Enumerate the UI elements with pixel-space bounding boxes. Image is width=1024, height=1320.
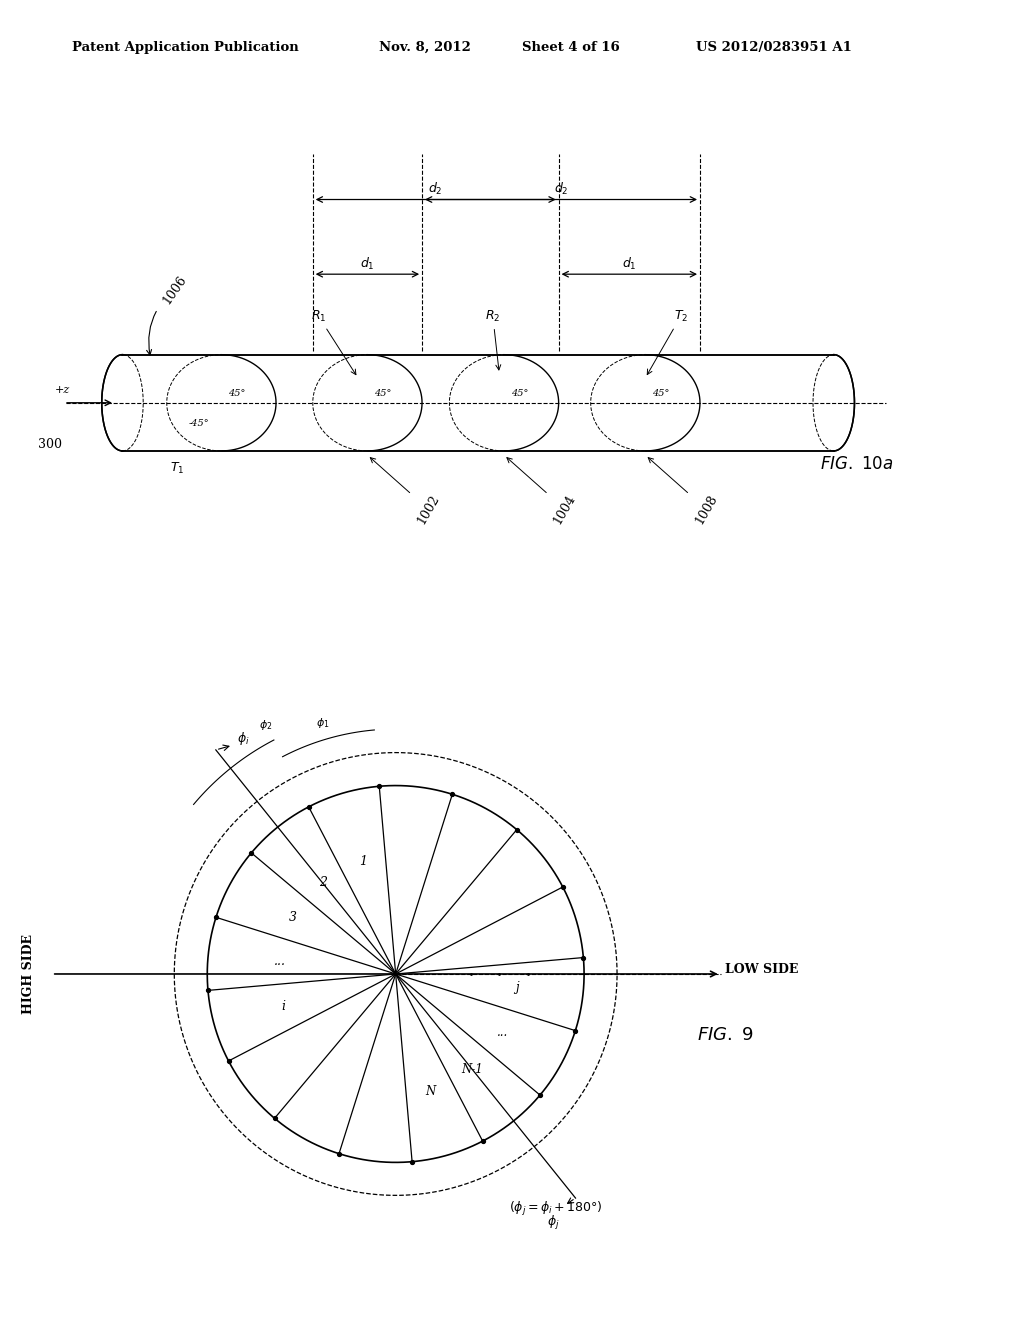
- Text: -45°: -45°: [188, 418, 209, 428]
- Text: j: j: [516, 981, 519, 994]
- Text: 300: 300: [38, 438, 61, 451]
- Text: $T_2$: $T_2$: [647, 309, 688, 375]
- Text: $d_1$: $d_1$: [622, 256, 637, 272]
- Text: $\phi_1$: $\phi_1$: [315, 715, 329, 730]
- Text: US 2012/0283951 A1: US 2012/0283951 A1: [696, 41, 852, 54]
- Text: Nov. 8, 2012: Nov. 8, 2012: [379, 41, 471, 54]
- Text: $\phi_j$: $\phi_j$: [547, 1214, 560, 1233]
- Text: $(\phi_j=\phi_i+180°)$: $(\phi_j=\phi_i+180°)$: [509, 1200, 602, 1218]
- Text: LOW SIDE: LOW SIDE: [725, 962, 799, 975]
- Text: $FIG.\ 9$: $FIG.\ 9$: [697, 1026, 754, 1044]
- Text: HIGH SIDE: HIGH SIDE: [22, 935, 35, 1014]
- Text: $\phi_2$: $\phi_2$: [259, 718, 272, 733]
- Text: 45°: 45°: [228, 389, 246, 399]
- Text: i: i: [282, 1001, 286, 1014]
- Text: ...: ...: [498, 1027, 509, 1039]
- Text: $T_1$: $T_1$: [170, 461, 184, 475]
- Text: Patent Application Publication: Patent Application Publication: [72, 41, 298, 54]
- Text: $R_1$: $R_1$: [311, 309, 356, 375]
- Text: $d_2$: $d_2$: [428, 181, 443, 197]
- Text: 1004: 1004: [507, 458, 579, 527]
- Text: 1002: 1002: [371, 458, 441, 527]
- Text: 2: 2: [318, 876, 327, 890]
- Text: N-1: N-1: [462, 1063, 483, 1076]
- Text: Sheet 4 of 16: Sheet 4 of 16: [522, 41, 620, 54]
- Polygon shape: [123, 355, 834, 451]
- Text: $d_2$: $d_2$: [554, 181, 568, 197]
- Text: N: N: [425, 1085, 435, 1098]
- Text: 45°: 45°: [374, 389, 391, 399]
- Text: $\phi_i$: $\phi_i$: [237, 730, 249, 747]
- Text: 1006: 1006: [146, 272, 189, 355]
- Text: 45°: 45°: [511, 389, 528, 399]
- Text: ...: ...: [273, 954, 286, 968]
- Text: 3: 3: [289, 911, 297, 924]
- Text: $d_1$: $d_1$: [360, 256, 375, 272]
- Text: 1: 1: [359, 855, 367, 869]
- Text: +z: +z: [54, 385, 70, 395]
- Text: $FIG.\ 10a$: $FIG.\ 10a$: [819, 457, 893, 473]
- Text: 1008: 1008: [648, 458, 720, 527]
- Text: 45°: 45°: [652, 389, 670, 399]
- Text: $R_2$: $R_2$: [485, 309, 501, 370]
